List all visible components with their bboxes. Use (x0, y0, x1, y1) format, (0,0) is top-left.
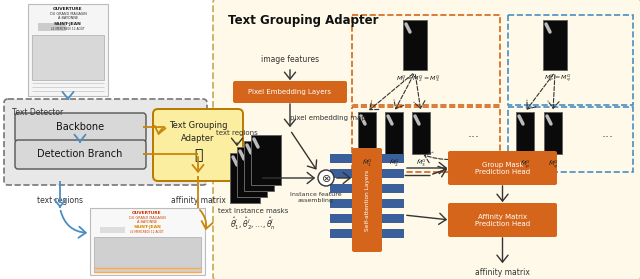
Circle shape (318, 170, 334, 186)
Bar (100, 227, 125, 233)
Bar (382, 199, 404, 208)
Text: OUVERTURE: OUVERTURE (132, 211, 162, 215)
Text: Backbone: Backbone (56, 122, 104, 132)
Bar (358, 112, 376, 154)
FancyBboxPatch shape (448, 203, 557, 237)
Text: Text Detector: Text Detector (12, 108, 63, 117)
Text: LE MERCREDI 12 AOÛT: LE MERCREDI 12 AOÛT (51, 27, 85, 31)
Text: Text Grouping Adapter: Text Grouping Adapter (228, 14, 378, 27)
Bar (330, 214, 352, 223)
Bar (508, 107, 633, 172)
Text: $\hat{M}_3^G$: $\hat{M}_3^G$ (416, 158, 426, 169)
Bar (382, 184, 404, 193)
Text: DU GRAND MAGASIN: DU GRAND MAGASIN (129, 216, 165, 220)
Bar (330, 169, 352, 178)
Bar (330, 154, 352, 163)
Bar (32, 35, 104, 80)
Bar (403, 20, 427, 70)
Bar (237, 147, 267, 197)
Bar (251, 135, 281, 185)
Text: ···: ··· (602, 131, 614, 145)
Text: $\otimes$: $\otimes$ (321, 172, 331, 184)
FancyBboxPatch shape (233, 81, 347, 103)
Bar (508, 15, 633, 105)
Bar (244, 141, 274, 191)
Bar (382, 154, 404, 163)
Text: image features: image features (261, 55, 319, 64)
FancyBboxPatch shape (153, 109, 243, 181)
Text: affinity matrix: affinity matrix (475, 268, 530, 277)
Bar (382, 214, 404, 223)
FancyBboxPatch shape (4, 99, 207, 185)
Text: text regions: text regions (216, 130, 258, 136)
Text: À BAYONNE: À BAYONNE (58, 16, 78, 20)
Text: 🔥: 🔥 (194, 148, 202, 162)
FancyBboxPatch shape (352, 148, 382, 252)
Bar (516, 112, 534, 154)
Bar (28, 4, 108, 96)
Bar (330, 229, 352, 238)
Bar (385, 112, 403, 154)
Text: $M_1^G = M_2^G = M_3^G$: $M_1^G = M_2^G = M_3^G$ (396, 73, 440, 84)
Text: Self-attention Layers: Self-attention Layers (365, 169, 369, 230)
Bar (38, 23, 66, 31)
Text: DU GRAND MAGASIN: DU GRAND MAGASIN (50, 12, 86, 16)
Bar (382, 229, 404, 238)
Text: Pixel Embedding Layers: Pixel Embedding Layers (248, 89, 332, 95)
Text: ···: ··· (468, 131, 480, 145)
Text: $M_p^G = M_q^G$: $M_p^G = M_q^G$ (544, 73, 572, 85)
FancyBboxPatch shape (15, 140, 146, 169)
Text: LE MERCREDI 12 AOÛT: LE MERCREDI 12 AOÛT (130, 230, 164, 234)
Text: $\hat{M}_p^G$: $\hat{M}_p^G$ (520, 158, 531, 170)
Bar (382, 169, 404, 178)
Bar (544, 112, 562, 154)
FancyBboxPatch shape (448, 151, 557, 185)
Bar (412, 112, 430, 154)
Text: text regions: text regions (37, 196, 83, 205)
Text: $\hat{\theta}_1^I, \hat{\theta}_2^I, \ldots, \hat{\theta}_n^I$: $\hat{\theta}_1^I, \hat{\theta}_2^I, \ld… (230, 215, 276, 232)
Text: Detection Branch: Detection Branch (37, 149, 123, 159)
FancyBboxPatch shape (15, 113, 146, 142)
Text: Affinity Matrix
Prediction Head: Affinity Matrix Prediction Head (475, 213, 530, 227)
Bar (330, 184, 352, 193)
Bar (90, 208, 205, 275)
Text: SAINT-JEAN: SAINT-JEAN (133, 225, 161, 229)
Text: Group Mask
Prediction Head: Group Mask Prediction Head (475, 162, 530, 174)
Text: pixel embedding map: pixel embedding map (290, 115, 365, 121)
Bar (352, 107, 500, 172)
Bar (330, 199, 352, 208)
Text: text instance masks: text instance masks (218, 208, 288, 214)
Text: $\hat{M}_q^G$: $\hat{M}_q^G$ (548, 158, 558, 170)
Text: SAINT-JEAN: SAINT-JEAN (54, 22, 82, 26)
Text: OUVERTURE: OUVERTURE (53, 7, 83, 11)
Text: À BAYONNE: À BAYONNE (137, 220, 157, 224)
Text: Instance feature
assembling: Instance feature assembling (290, 192, 342, 203)
Text: affinity matrix: affinity matrix (171, 196, 225, 205)
Text: $\hat{M}_2^G$: $\hat{M}_2^G$ (388, 158, 399, 169)
Bar (94, 237, 201, 272)
Bar (543, 20, 567, 70)
Bar (230, 153, 260, 203)
Text: Text Grouping
Adapter: Text Grouping Adapter (169, 121, 227, 143)
Bar (352, 15, 500, 105)
Text: $\hat{M}_1^G$: $\hat{M}_1^G$ (362, 158, 372, 169)
FancyBboxPatch shape (213, 0, 640, 279)
